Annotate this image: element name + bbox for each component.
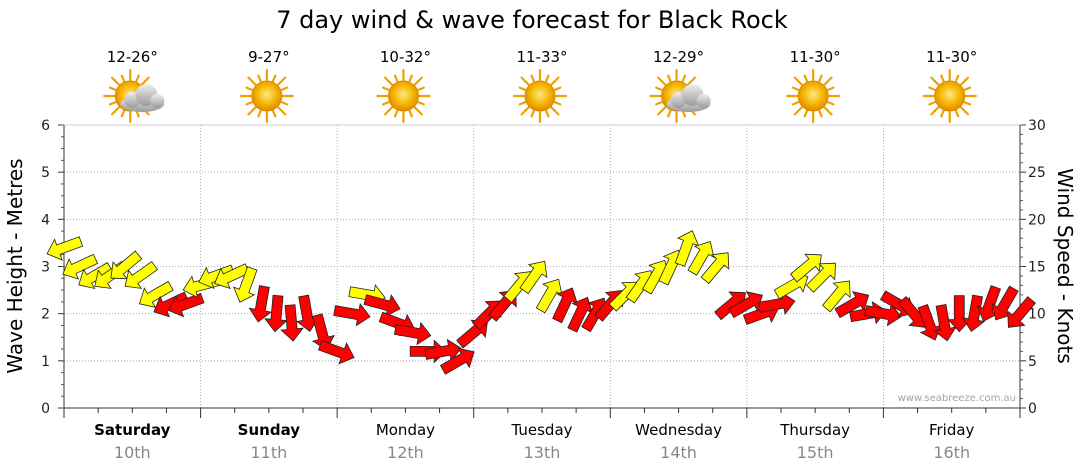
wind-arrow: [78, 262, 113, 290]
day-name-label: Saturday: [94, 421, 171, 439]
sun-icon: [786, 68, 841, 124]
day-name-label: Thursday: [779, 421, 850, 439]
wind-arrow: [264, 294, 288, 333]
wind-arrow: [805, 262, 836, 293]
day-temperature: 11-30°: [926, 48, 977, 66]
wind-arrow: [46, 236, 84, 261]
y-tick-label: 2: [41, 307, 50, 323]
wind-arrow: [687, 240, 715, 276]
y-tick-label: 5: [41, 165, 50, 181]
wind-arrow: [519, 260, 548, 295]
wind-arrow: [439, 347, 475, 375]
y-tick-label: 4: [41, 212, 50, 228]
sun-cloud-icon: [649, 68, 711, 124]
day-date-label: 11th: [250, 443, 287, 462]
day-date-label: 12th: [387, 443, 424, 462]
day-name-label: Friday: [929, 421, 975, 439]
y2-tick-label: 5: [1028, 354, 1037, 370]
wind-arrow: [214, 263, 250, 290]
y-tick-label: 3: [41, 260, 50, 276]
sun-cloud-icon: [103, 68, 165, 124]
y-tick-label: 1: [41, 354, 50, 370]
wind-arrow: [991, 285, 1019, 321]
wind-arrow: [424, 338, 462, 363]
wind-arrow: [789, 253, 822, 283]
sun-icon: [922, 68, 977, 124]
day-date-label: 10th: [114, 443, 151, 462]
credit-label: www.seabreeze.com.au: [898, 393, 1016, 404]
wind-arrow: [393, 321, 432, 346]
y2-axis-title: Wind Speed - Knots: [1053, 168, 1077, 364]
wind-arrow: [333, 302, 371, 327]
wind-arrow: [961, 294, 986, 332]
wind-arrow: [535, 278, 563, 314]
day-temperature: 10-32°: [380, 48, 431, 66]
wind-arrow: [1007, 296, 1036, 328]
wind-arrow: [198, 264, 235, 290]
day-temperature: 11-30°: [790, 48, 841, 66]
wind-arrow: [834, 291, 870, 319]
chart-title: 7 day wind & wave forecast for Black Roc…: [276, 6, 788, 34]
day-date-label: 16th: [933, 443, 970, 462]
day-date-label: 15th: [797, 443, 834, 462]
y2-tick-label: 0: [1028, 401, 1037, 417]
wind-arrow: [124, 260, 159, 289]
wind-arrow: [674, 230, 700, 267]
wind-arrow: [363, 294, 401, 318]
wind-arrow: [700, 252, 730, 285]
y2-tick-label: 25: [1028, 165, 1046, 181]
wind-arrow: [976, 285, 1002, 322]
day-name-label: Monday: [376, 421, 435, 439]
y2-tick-label: 30: [1028, 118, 1046, 134]
y2-tick-label: 15: [1028, 260, 1046, 276]
y-axis-title: Wave Height - Metres: [3, 158, 27, 373]
wind-arrow: [864, 302, 902, 327]
wind-arrow: [138, 280, 174, 308]
sun-icon: [239, 68, 294, 124]
wind-arrow: [318, 340, 355, 365]
day-temperature: 9-27°: [248, 48, 290, 66]
y2-tick-label: 20: [1028, 212, 1046, 228]
wind-arrow: [567, 296, 594, 333]
wind-arrow: [248, 285, 273, 323]
day-temperature: 11-33°: [516, 48, 567, 66]
y2-tick-label: 10: [1028, 307, 1046, 323]
wind-arrow: [110, 250, 143, 280]
day-date-label: 14th: [660, 443, 697, 462]
wind-arrow: [552, 287, 578, 324]
wind-arrow: [933, 304, 957, 342]
day-name-label: Wednesday: [635, 421, 722, 439]
sun-icon: [512, 68, 568, 124]
wind-arrow: [62, 253, 99, 280]
wind-arrow: [232, 266, 258, 303]
day-temperature: 12-26°: [107, 48, 158, 66]
wind-arrow: [280, 304, 304, 342]
day-temperature: 12-29°: [653, 48, 704, 66]
y-tick-label: 0: [41, 401, 50, 417]
sun-icon: [376, 68, 431, 124]
day-name-label: Sunday: [238, 421, 301, 439]
day-name-label: Tuesday: [510, 421, 572, 439]
wind-arrow: [821, 280, 851, 313]
day-date-label: 13th: [524, 443, 561, 462]
y-tick-label: 6: [41, 118, 50, 134]
